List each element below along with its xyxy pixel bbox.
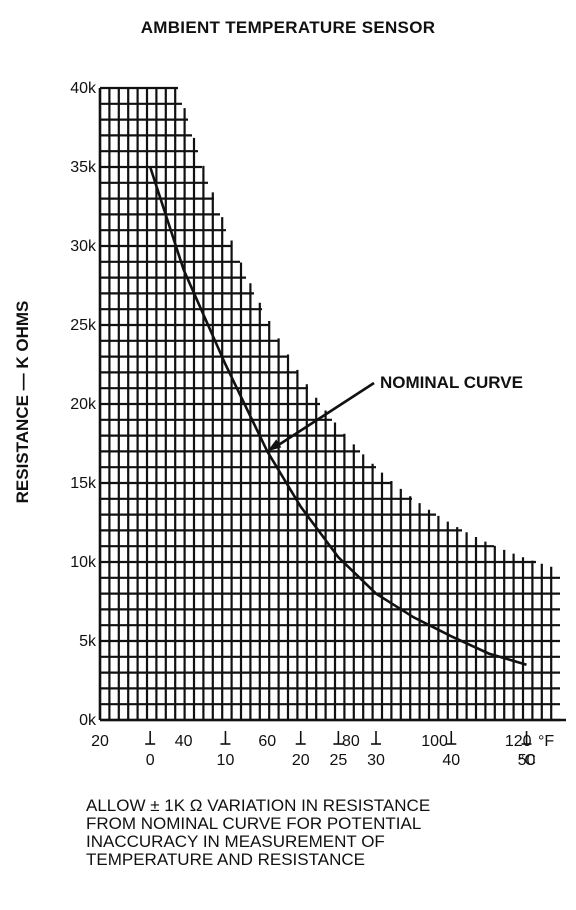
nominal-curve-line bbox=[148, 166, 527, 666]
note-line-2: FROM NOMINAL CURVE FOR POTENTIAL bbox=[86, 814, 422, 833]
y-axis-label: RESISTANCE — K OHMS bbox=[13, 301, 32, 504]
y-tick-label: 0k bbox=[79, 712, 97, 729]
x-f-tick-label: 60 bbox=[258, 733, 276, 750]
x-f-tick-label: 100 bbox=[421, 733, 448, 750]
chart-title: AMBIENT TEMPERATURE SENSOR bbox=[140, 18, 436, 37]
x-fahrenheit-tick-labels: 20 40 60 80 100 120 °F bbox=[91, 733, 554, 750]
annotation-arrowhead bbox=[267, 439, 282, 452]
grid bbox=[98, 86, 560, 722]
x-f-tick-label: 20 bbox=[91, 733, 109, 750]
y-tick-label: 35k bbox=[70, 159, 97, 176]
y-tick-label: 40k bbox=[70, 80, 97, 97]
annotation-label: NOMINAL CURVE bbox=[380, 373, 523, 392]
x-f-tick-label: 120 bbox=[505, 733, 532, 750]
note-line-4: TEMPERATURE AND RESISTANCE bbox=[86, 850, 365, 869]
y-tick-label: 25k bbox=[70, 317, 97, 334]
x-c-unit-label: °C bbox=[518, 752, 536, 769]
note-line-3: INACCURACY IN MEASUREMENT OF bbox=[86, 832, 385, 851]
x-f-tick-label: 40 bbox=[175, 733, 193, 750]
x-c-tick-label: 30 bbox=[367, 752, 385, 769]
note-line-1: ALLOW ± 1K Ω VARIATION IN RESISTANCE bbox=[86, 796, 431, 815]
annotation-arrow-line bbox=[272, 381, 375, 450]
x-f-unit-label: °F bbox=[538, 733, 554, 750]
x-f-tick-label: 80 bbox=[342, 733, 360, 750]
y-tick-label: 5k bbox=[79, 633, 97, 650]
x-celsius-tick-labels: 0 10 20 25 30 40 50°C bbox=[145, 731, 536, 769]
x-c-tick-label: 40 bbox=[442, 752, 460, 769]
axes bbox=[98, 88, 566, 722]
x-c-tick-label: 25 bbox=[329, 752, 347, 769]
x-c-tick-label: 20 bbox=[292, 752, 310, 769]
x-c-tick-label: 0 bbox=[146, 752, 155, 769]
x-c-tick-label: 10 bbox=[217, 752, 235, 769]
y-tick-label: 20k bbox=[70, 396, 97, 413]
y-tick-label: 15k bbox=[70, 475, 97, 492]
y-tick-label: 30k bbox=[70, 238, 97, 255]
y-tick-label: 10k bbox=[70, 554, 97, 571]
y-tick-labels: 0k 5k 10k 15k 20k 25k 30k 35k 40k bbox=[70, 80, 97, 729]
x-c-tick-label: 50 bbox=[518, 752, 536, 769]
variation-note: ALLOW ± 1K Ω VARIATION IN RESISTANCE FRO… bbox=[86, 797, 556, 869]
annotation: NOMINAL CURVE bbox=[267, 373, 523, 452]
